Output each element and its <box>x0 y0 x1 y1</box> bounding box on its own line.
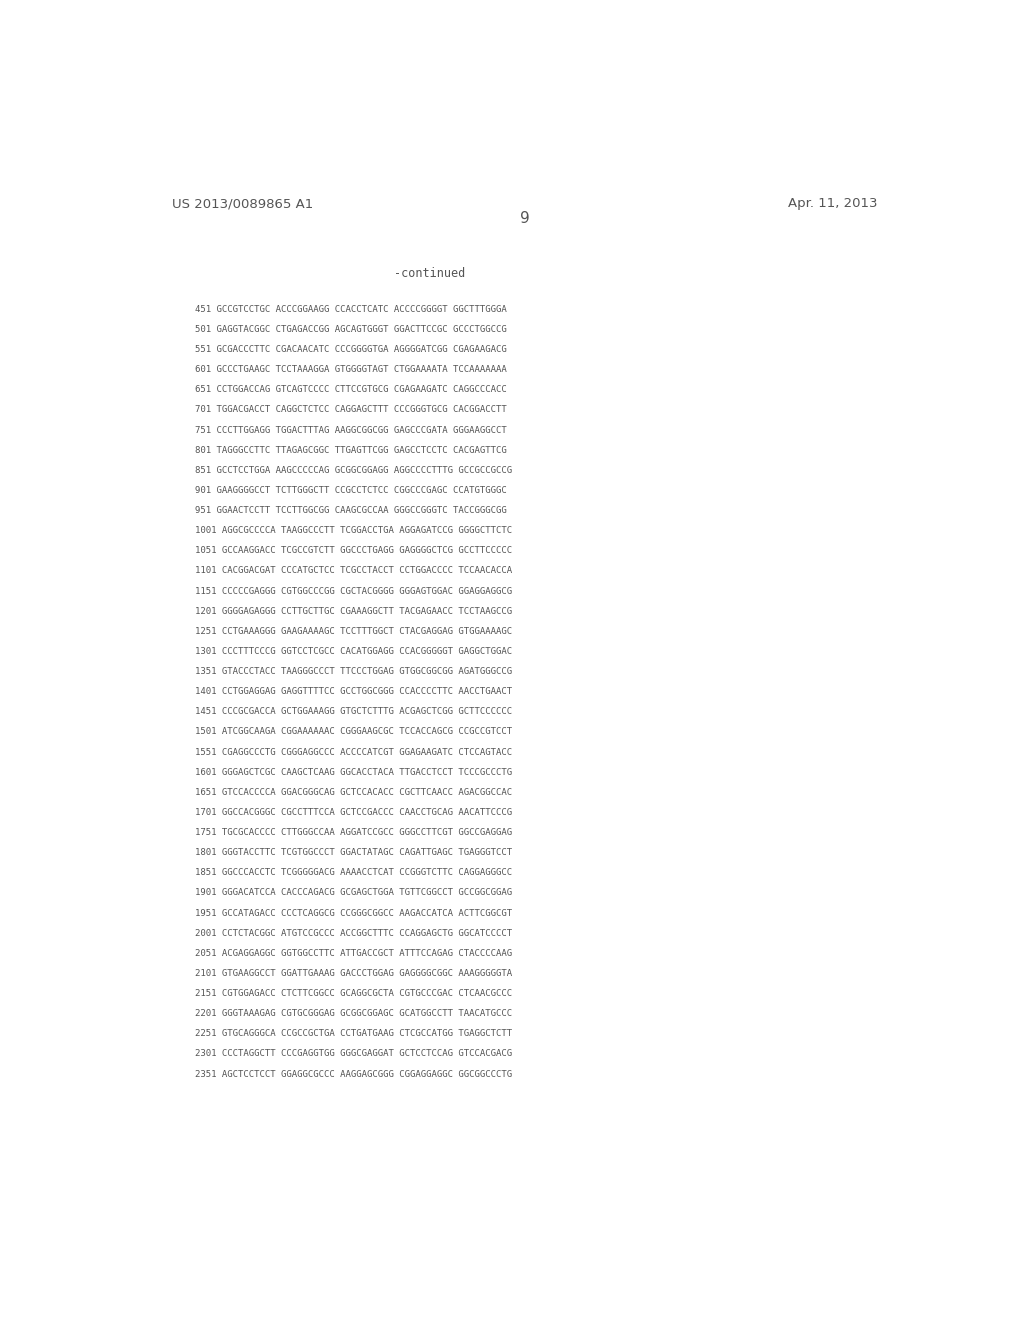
Text: 551 GCGACCCTTC CGACAACATC CCCGGGGTGA AGGGGATCGG CGAGAAGACG: 551 GCGACCCTTC CGACAACATC CCCGGGGTGA AGG… <box>196 345 507 354</box>
Text: Apr. 11, 2013: Apr. 11, 2013 <box>788 197 878 210</box>
Text: 1351 GTACCCTACC TAAGGGCCCT TTCCCTGGAG GTGGCGGCGG AGATGGGCCG: 1351 GTACCCTACC TAAGGGCCCT TTCCCTGGAG GT… <box>196 667 513 676</box>
Text: 801 TAGGGCCTTC TTAGAGCGGC TTGAGTTCGG GAGCCTCCTC CACGAGTTCG: 801 TAGGGCCTTC TTAGAGCGGC TTGAGTTCGG GAG… <box>196 446 507 454</box>
Text: 1051 GCCAAGGACC TCGCCGTCTT GGCCCTGAGG GAGGGGCTCG GCCTTCCCCC: 1051 GCCAAGGACC TCGCCGTCTT GGCCCTGAGG GA… <box>196 546 513 556</box>
Text: 501 GAGGTACGGC CTGAGACCGG AGCAGTGGGT GGACTTCCGC GCCCTGGCCG: 501 GAGGTACGGC CTGAGACCGG AGCAGTGGGT GGA… <box>196 325 507 334</box>
Text: 451 GCCGTCCTGC ACCCGGAAGG CCACCTCATC ACCCCGGGGT GGCTTTGGGA: 451 GCCGTCCTGC ACCCGGAAGG CCACCTCATC ACC… <box>196 305 507 314</box>
Text: 1751 TGCGCACCCC CTTGGGCCAA AGGATCCGCC GGGCCTTCGT GGCCGAGGAG: 1751 TGCGCACCCC CTTGGGCCAA AGGATCCGCC GG… <box>196 828 513 837</box>
Text: 2301 CCCTAGGCTT CCCGAGGTGG GGGCGAGGAT GCTCCTCCAG GTCCACGACG: 2301 CCCTAGGCTT CCCGAGGTGG GGGCGAGGAT GC… <box>196 1049 513 1059</box>
Text: 701 TGGACGACCT CAGGCTCTCC CAGGAGCTTT CCCGGGTGCG CACGGACCTT: 701 TGGACGACCT CAGGCTCTCC CAGGAGCTTT CCC… <box>196 405 507 414</box>
Text: 851 GCCTCCTGGA AAGCCCCCAG GCGGCGGAGG AGGCCCCTTTG GCCGCCGCCG: 851 GCCTCCTGGA AAGCCCCCAG GCGGCGGAGG AGG… <box>196 466 513 475</box>
Text: 1401 CCTGGAGGAG GAGGTTTTCC GCCTGGCGGG CCACCCCTTC AACCTGAACT: 1401 CCTGGAGGAG GAGGTTTTCC GCCTGGCGGG CC… <box>196 688 513 696</box>
Text: 751 CCCTTGGAGG TGGACTTTAG AAGGCGGCGG GAGCCCGATA GGGAAGGCCT: 751 CCCTTGGAGG TGGACTTTAG AAGGCGGCGG GAG… <box>196 425 507 434</box>
Text: 2101 GTGAAGGCCT GGATTGAAAG GACCCTGGAG GAGGGGCGGC AAAGGGGGTA: 2101 GTGAAGGCCT GGATTGAAAG GACCCTGGAG GA… <box>196 969 513 978</box>
Text: 2151 CGTGGAGACC CTCTTCGGCC GCAGGCGCTA CGTGCCCGAC CTCAACGCCC: 2151 CGTGGAGACC CTCTTCGGCC GCAGGCGCTA CG… <box>196 989 513 998</box>
Text: 2201 GGGTAAAGAG CGTGCGGGAG GCGGCGGAGC GCATGGCCTT TAACATGCCC: 2201 GGGTAAAGAG CGTGCGGGAG GCGGCGGAGC GC… <box>196 1008 513 1018</box>
Text: 1251 CCTGAAAGGG GAAGAAAAGC TCCTTTGGCT CTACGAGGAG GTGGAAAAGC: 1251 CCTGAAAGGG GAAGAAAAGC TCCTTTGGCT CT… <box>196 627 513 636</box>
Text: 1501 ATCGGCAAGA CGGAAAAAAC CGGGAAGCGC TCCACCAGCG CCGCCGTCCT: 1501 ATCGGCAAGA CGGAAAAAAC CGGGAAGCGC TC… <box>196 727 513 737</box>
Text: 1001 AGGCGCCCCA TAAGGCCCTT TCGGACCTGA AGGAGATCCG GGGGCTTCTC: 1001 AGGCGCCCCA TAAGGCCCTT TCGGACCTGA AG… <box>196 527 513 535</box>
Text: 2001 CCTCTACGGC ATGTCCGCCC ACCGGCTTTC CCAGGAGCTG GGCATCCCCT: 2001 CCTCTACGGC ATGTCCGCCC ACCGGCTTTC CC… <box>196 929 513 937</box>
Text: 1951 GCCATAGACC CCCTCAGGCG CCGGGCGGCC AAGACCATCA ACTTCGGCGT: 1951 GCCATAGACC CCCTCAGGCG CCGGGCGGCC AA… <box>196 908 513 917</box>
Text: 1301 CCCTTTCCCG GGTCCTCGCC CACATGGAGG CCACGGGGGT GAGGCTGGAC: 1301 CCCTTTCCCG GGTCCTCGCC CACATGGAGG CC… <box>196 647 513 656</box>
Text: 1601 GGGAGCTCGC CAAGCTCAAG GGCACCTACA TTGACCTCCT TCCCGCCCTG: 1601 GGGAGCTCGC CAAGCTCAAG GGCACCTACA TT… <box>196 768 513 776</box>
Text: 651 CCTGGACCAG GTCAGTCCCC CTTCCGTGCG CGAGAAGATC CAGGCCCACC: 651 CCTGGACCAG GTCAGTCCCC CTTCCGTGCG CGA… <box>196 385 507 395</box>
Text: 1151 CCCCCGAGGG CGTGGCCCGG CGCTACGGGG GGGAGTGGAC GGAGGAGGCG: 1151 CCCCCGAGGG CGTGGCCCGG CGCTACGGGG GG… <box>196 586 513 595</box>
Text: 951 GGAACTCCTT TCCTTGGCGG CAAGCGCCAA GGGCCGGGTC TACCGGGCGG: 951 GGAACTCCTT TCCTTGGCGG CAAGCGCCAA GGG… <box>196 506 507 515</box>
Text: 1701 GGCCACGGGC CGCCTTTCCA GCTCCGACCC CAACCTGCAG AACATTCCCG: 1701 GGCCACGGGC CGCCTTTCCA GCTCCGACCC CA… <box>196 808 513 817</box>
Text: 901 GAAGGGGCCT TCTTGGGCTT CCGCCTCTCC CGGCCCGAGC CCATGTGGGC: 901 GAAGGGGCCT TCTTGGGCTT CCGCCTCTCC CGG… <box>196 486 507 495</box>
Text: 2251 GTGCAGGGCA CCGCCGCTGA CCTGATGAAG CTCGCCATGG TGAGGCTCTT: 2251 GTGCAGGGCA CCGCCGCTGA CCTGATGAAG CT… <box>196 1030 513 1039</box>
Text: 1651 GTCCACCCCA GGACGGGCAG GCTCCACACC CGCTTCAACC AGACGGCCAC: 1651 GTCCACCCCA GGACGGGCAG GCTCCACACC CG… <box>196 788 513 797</box>
Text: 1201 GGGGAGAGGG CCTTGCTTGC CGAAAGGCTT TACGAGAACC TCCTAAGCCG: 1201 GGGGAGAGGG CCTTGCTTGC CGAAAGGCTT TA… <box>196 607 513 615</box>
Text: 1801 GGGTACCTTC TCGTGGCCCT GGACTATAGC CAGATTGAGC TGAGGGTCCT: 1801 GGGTACCTTC TCGTGGCCCT GGACTATAGC CA… <box>196 849 513 857</box>
Text: -continued: -continued <box>394 267 465 280</box>
Text: 1101 CACGGACGAT CCCATGCTCC TCGCCTACCT CCTGGACCCC TCCAACACCA: 1101 CACGGACGAT CCCATGCTCC TCGCCTACCT CC… <box>196 566 513 576</box>
Text: 1851 GGCCCACCTC TCGGGGGACG AAAACCTCAT CCGGGTCTTC CAGGAGGGCC: 1851 GGCCCACCTC TCGGGGGACG AAAACCTCAT CC… <box>196 869 513 878</box>
Text: 2051 ACGAGGAGGC GGTGGCCTTC ATTGACCGCT ATTTCCAGAG CTACCCCAAG: 2051 ACGAGGAGGC GGTGGCCTTC ATTGACCGCT AT… <box>196 949 513 958</box>
Text: US 2013/0089865 A1: US 2013/0089865 A1 <box>172 197 313 210</box>
Text: 9: 9 <box>520 211 529 226</box>
Text: 1451 CCCGCGACCA GCTGGAAAGG GTGCTCTTTG ACGAGCTCGG GCTTCCCCCC: 1451 CCCGCGACCA GCTGGAAAGG GTGCTCTTTG AC… <box>196 708 513 717</box>
Text: 2351 AGCTCCTCCT GGAGGCGCCC AAGGAGCGGG CGGAGGAGGC GGCGGCCCTG: 2351 AGCTCCTCCT GGAGGCGCCC AAGGAGCGGG CG… <box>196 1069 513 1078</box>
Text: 1901 GGGACATCCA CACCCAGACG GCGAGCTGGA TGTTCGGCCT GCCGGCGGAG: 1901 GGGACATCCA CACCCAGACG GCGAGCTGGA TG… <box>196 888 513 898</box>
Text: 1551 CGAGGCCCTG CGGGAGGCCC ACCCCATCGT GGAGAAGATC CTCCAGTACC: 1551 CGAGGCCCTG CGGGAGGCCC ACCCCATCGT GG… <box>196 747 513 756</box>
Text: 601 GCCCTGAAGC TCCTAAAGGA GTGGGGTAGT CTGGAAAATA TCCAAAAAAA: 601 GCCCTGAAGC TCCTAAAGGA GTGGGGTAGT CTG… <box>196 366 507 374</box>
